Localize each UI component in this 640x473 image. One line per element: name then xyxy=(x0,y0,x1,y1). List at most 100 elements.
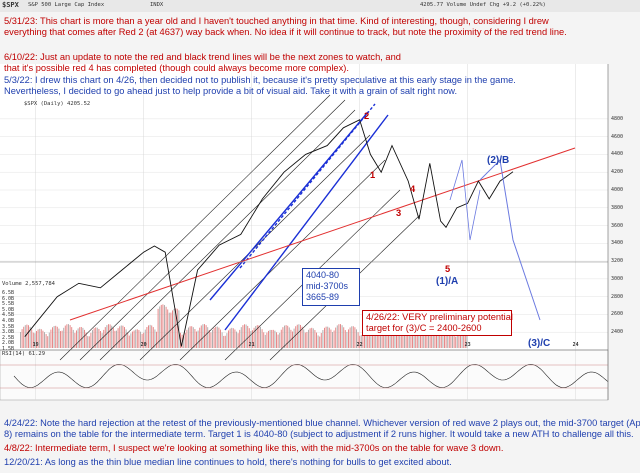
volume-bar xyxy=(242,325,244,348)
price-series xyxy=(24,119,514,347)
target-line-1: 4040-80 xyxy=(306,270,340,280)
volume-bar xyxy=(55,325,57,348)
volume-bar xyxy=(442,331,444,348)
volume-bar xyxy=(210,332,212,348)
volume-bar xyxy=(277,334,279,348)
volume-tick-label: 4.5B xyxy=(2,312,15,319)
volume-bar xyxy=(34,333,36,348)
volume-bar xyxy=(314,330,316,348)
volume-bar xyxy=(133,330,135,348)
volume-tick-label: 5.5B xyxy=(2,301,15,308)
volume-bar xyxy=(376,327,378,348)
volume-bar xyxy=(388,329,389,348)
volume-bar xyxy=(324,327,325,348)
volume-bar xyxy=(424,327,426,348)
grid-lines xyxy=(0,64,608,400)
volume-bar xyxy=(400,334,402,348)
volume-bar xyxy=(456,333,458,348)
volume-bar xyxy=(220,329,221,348)
volume-bar xyxy=(213,327,215,348)
volume-bar xyxy=(428,331,429,348)
volume-bar xyxy=(58,328,60,348)
volume-bar xyxy=(357,332,359,348)
blue-channel xyxy=(209,103,389,331)
volume-bar xyxy=(437,326,439,348)
volume-bar xyxy=(194,329,196,348)
volume-bar xyxy=(71,327,73,348)
black-line xyxy=(79,99,346,361)
volume-bar xyxy=(136,329,138,348)
volume-bar xyxy=(392,324,394,348)
projection-path-alt xyxy=(449,159,481,241)
volume-bar xyxy=(32,332,34,348)
volume-bar xyxy=(319,336,321,348)
y-tick-label: 4000 xyxy=(611,187,624,193)
volume-bar xyxy=(224,335,226,348)
volume-bar xyxy=(410,331,412,348)
volume-bar xyxy=(189,326,191,348)
volume-bar xyxy=(447,327,449,348)
volume-bar xyxy=(316,332,317,348)
volume-bar xyxy=(405,329,407,348)
volume-bar xyxy=(372,332,373,348)
volume-bar xyxy=(444,329,445,348)
volume-bar xyxy=(80,326,82,348)
volume-bar xyxy=(109,324,111,348)
volume-bar xyxy=(103,329,105,348)
volume-bar xyxy=(66,324,68,348)
volume-bar xyxy=(295,326,297,348)
header-bar xyxy=(0,0,640,12)
volume-bar xyxy=(247,325,249,348)
volume-bar xyxy=(31,329,33,348)
note-6-10-22-cont: that it's possible red 4 has completed (… xyxy=(4,63,349,73)
volume-bar xyxy=(42,330,44,348)
volume-bar xyxy=(455,336,457,348)
volume-bar xyxy=(389,327,391,348)
volume-tick-label: 2.0B xyxy=(2,340,15,347)
volume-bar xyxy=(159,306,161,348)
volume-bar xyxy=(303,329,305,348)
volume-bar xyxy=(338,324,340,348)
volume-bar xyxy=(239,329,241,348)
volume-bar xyxy=(290,329,292,348)
blue-median-line xyxy=(239,103,376,269)
volume-bar xyxy=(463,327,465,348)
volume-bar xyxy=(29,326,31,348)
volume-bar xyxy=(274,330,276,348)
volume-bar xyxy=(234,329,236,348)
volume-bar xyxy=(92,330,93,348)
y-tick-label: 3000 xyxy=(611,275,624,282)
volume-bar xyxy=(231,327,233,348)
volume-bar xyxy=(370,330,372,348)
volume-bar xyxy=(359,335,361,348)
volume-bar xyxy=(360,335,362,348)
volume-bar xyxy=(178,310,180,348)
volume-bar xyxy=(436,324,437,348)
volume-bar xyxy=(64,325,66,348)
volume-bar xyxy=(226,333,228,348)
wave-label-red-5: 5 xyxy=(445,264,451,274)
volume-bar xyxy=(450,329,452,348)
volume-bar xyxy=(287,325,289,348)
volume-bar xyxy=(269,329,271,348)
volume-bar xyxy=(122,325,124,348)
volume-bar xyxy=(264,334,266,348)
volume-bar xyxy=(39,328,41,348)
volume-bar xyxy=(172,310,173,348)
volume-bar xyxy=(90,332,92,348)
volume-bar xyxy=(53,325,55,348)
target-line-3: 3665-89 xyxy=(306,292,340,302)
volume-bar xyxy=(272,329,274,348)
volume-tick-label: 3.5B xyxy=(2,323,15,330)
volume-bar xyxy=(170,312,172,348)
volume-bar xyxy=(175,308,177,348)
volume-bar xyxy=(167,309,169,348)
volume-bar xyxy=(112,327,114,348)
volume-bar xyxy=(236,331,237,348)
x-tick-label: 23 xyxy=(464,342,471,348)
volume-bar xyxy=(285,325,287,348)
volume-bar xyxy=(396,326,397,348)
volume-bar xyxy=(344,330,346,348)
wave-label-2b: (2)/B xyxy=(487,155,510,166)
